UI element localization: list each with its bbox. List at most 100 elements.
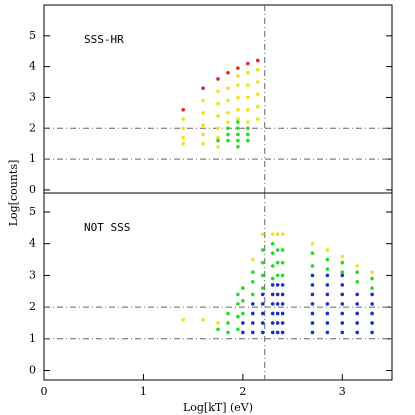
point	[216, 77, 220, 81]
point	[260, 248, 265, 252]
point	[310, 264, 315, 268]
point	[355, 302, 360, 306]
point	[255, 117, 260, 121]
y-tick-label: 4	[29, 237, 36, 250]
point	[241, 311, 245, 316]
point	[310, 283, 315, 287]
point	[236, 144, 240, 149]
point	[310, 321, 315, 325]
annotation: SSS-HR	[84, 33, 124, 46]
point	[270, 321, 275, 325]
point	[340, 311, 345, 316]
point	[246, 71, 250, 75]
point	[355, 264, 360, 268]
point	[251, 279, 255, 284]
point	[201, 111, 205, 115]
point	[370, 311, 374, 316]
point	[370, 321, 374, 325]
point	[310, 302, 315, 306]
y-tick-label: 3	[29, 90, 36, 103]
point	[355, 330, 360, 335]
point	[340, 260, 345, 265]
point	[236, 302, 240, 306]
point	[340, 302, 345, 306]
point	[226, 132, 230, 137]
y-tick-label: 2	[29, 300, 36, 313]
point	[270, 264, 275, 268]
point	[275, 248, 280, 252]
point	[226, 138, 230, 143]
point	[340, 330, 345, 335]
point	[340, 254, 345, 259]
point	[260, 321, 265, 325]
point	[370, 276, 374, 281]
point	[325, 273, 330, 278]
point	[251, 270, 255, 275]
point	[181, 135, 185, 140]
point	[325, 330, 330, 335]
point	[275, 330, 280, 335]
point	[275, 273, 280, 278]
point	[246, 61, 250, 66]
point	[236, 314, 240, 319]
point	[226, 330, 230, 335]
point	[246, 126, 250, 131]
point	[251, 321, 255, 325]
y-tick-label: 0	[29, 363, 36, 376]
point	[226, 111, 230, 115]
point	[325, 257, 330, 262]
x-tick-label: 3	[339, 385, 346, 398]
point	[260, 260, 265, 265]
point	[246, 95, 250, 100]
point	[226, 120, 230, 124]
point	[325, 267, 330, 271]
point	[325, 292, 330, 297]
point	[216, 144, 220, 149]
point	[275, 283, 280, 287]
point	[181, 117, 185, 121]
point	[340, 321, 345, 325]
point	[370, 302, 374, 306]
point	[260, 232, 265, 237]
point	[181, 107, 185, 112]
y-axis-label: Log[counts]	[7, 160, 20, 227]
point	[236, 126, 240, 131]
point	[255, 67, 260, 72]
point	[370, 270, 374, 275]
point	[260, 273, 265, 278]
point	[236, 120, 240, 124]
point	[226, 71, 230, 75]
y-tick-label: 0	[29, 183, 36, 196]
y-tick-label: 1	[29, 332, 36, 345]
point	[216, 114, 220, 118]
point	[280, 273, 285, 278]
point	[251, 292, 255, 297]
y-tick-label: 5	[29, 29, 36, 42]
point	[246, 120, 250, 124]
point	[216, 321, 220, 325]
point	[310, 251, 315, 256]
point	[280, 311, 285, 316]
point	[370, 330, 374, 335]
point	[201, 123, 205, 127]
point	[201, 141, 205, 146]
annotation: NOT SSS	[84, 221, 130, 234]
point	[275, 260, 280, 265]
point	[325, 311, 330, 316]
point	[340, 270, 345, 275]
point	[251, 257, 255, 262]
point	[216, 89, 220, 94]
y-tick-label: 3	[29, 268, 36, 281]
point	[226, 126, 230, 131]
point	[236, 95, 240, 100]
point	[260, 286, 265, 290]
point	[310, 292, 315, 297]
point	[370, 286, 374, 290]
point	[246, 83, 250, 87]
point	[255, 80, 260, 84]
point	[236, 292, 240, 297]
point	[255, 58, 260, 63]
point	[251, 330, 255, 335]
point	[216, 327, 220, 332]
